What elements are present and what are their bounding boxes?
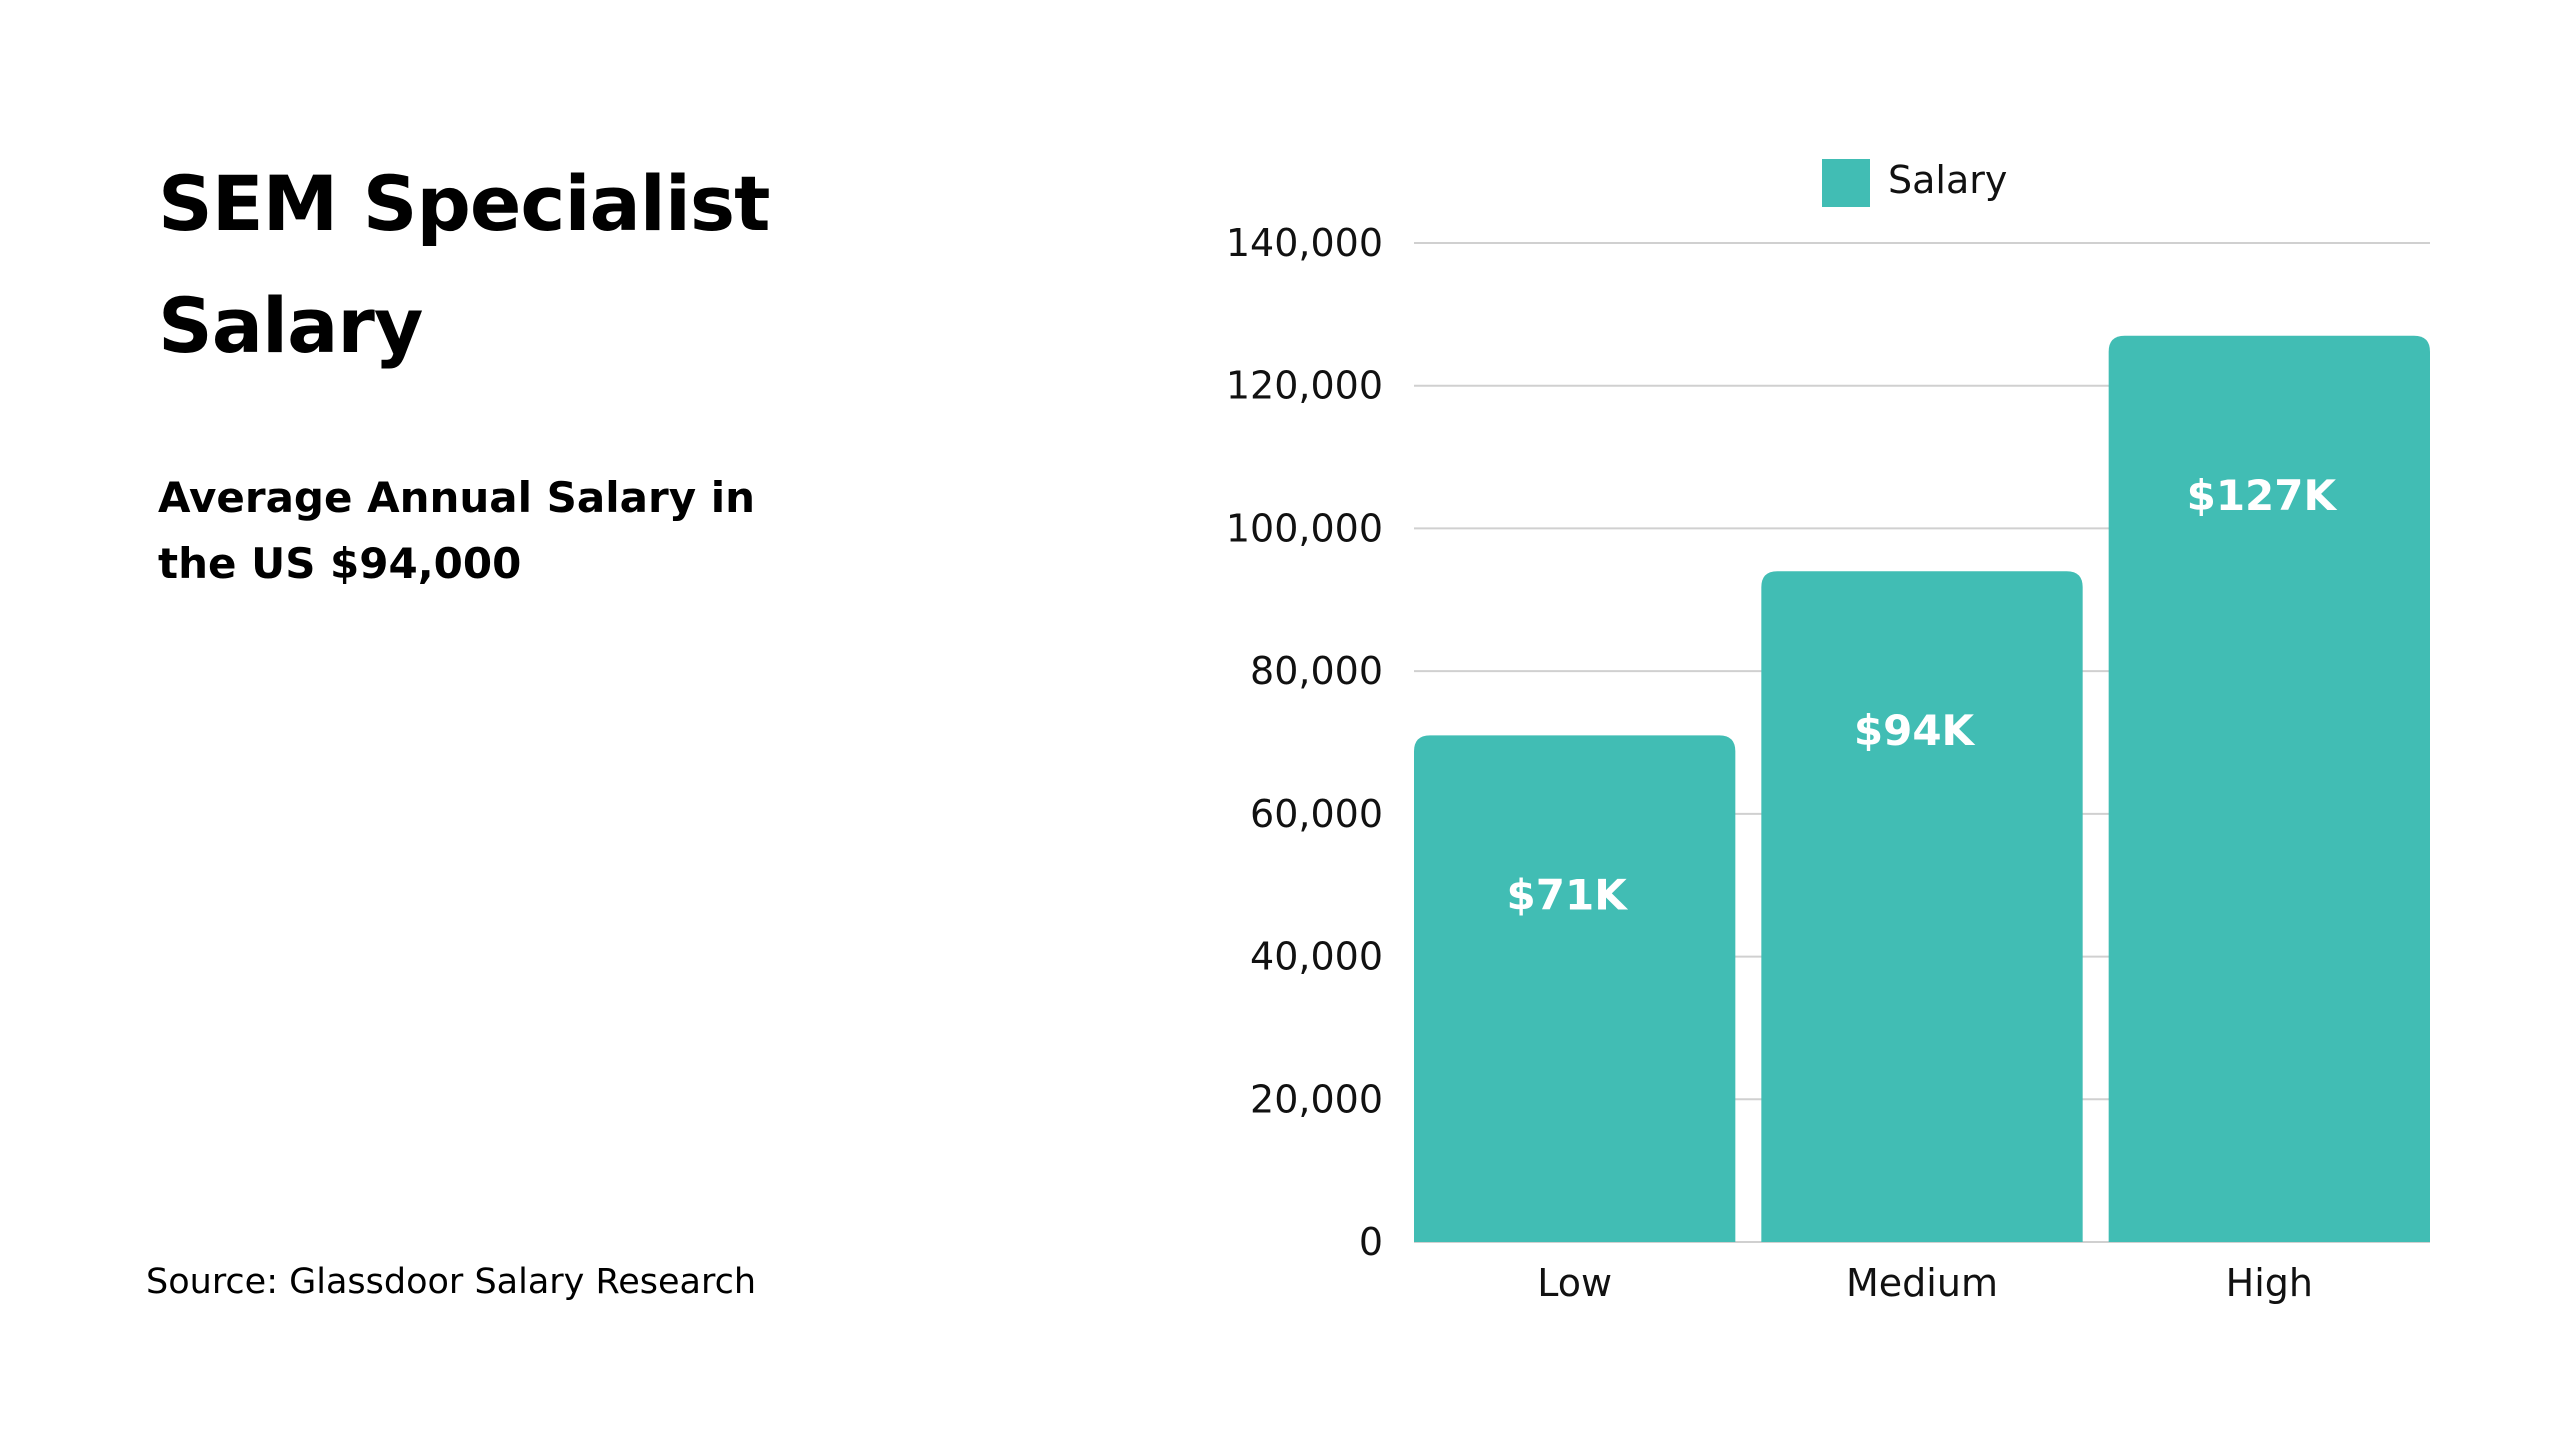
x-tick-label: Low bbox=[1537, 1261, 1612, 1305]
bar-high bbox=[2108, 335, 2430, 1242]
bar-value-label: $71K bbox=[1507, 870, 1629, 919]
y-axis: 0 20,000 40,000 60,000 80,000 100,000 120,000 1… bbox=[1226, 221, 1383, 1264]
y-tick-label: 60,000 bbox=[1250, 792, 1383, 836]
x-tick-label: Medium bbox=[1846, 1261, 1998, 1305]
page-title: SEM Specialist Salary bbox=[158, 159, 770, 370]
x-tick-label: High bbox=[2226, 1261, 2313, 1305]
legend: Salary bbox=[1822, 158, 2007, 207]
source-note: Source: Glassdoor Salary Research bbox=[146, 1262, 757, 1302]
y-tick-label: 40,000 bbox=[1250, 935, 1383, 979]
y-tick-label: 100,000 bbox=[1226, 506, 1383, 550]
y-tick-label: 20,000 bbox=[1250, 1077, 1383, 1121]
y-tick-label: 0 bbox=[1359, 1220, 1383, 1264]
legend-swatch bbox=[1822, 159, 1870, 207]
y-tick-label: 120,000 bbox=[1226, 364, 1383, 408]
average-salary-subtitle: Average Annual Salary in the US $94,000 bbox=[158, 473, 756, 588]
x-axis: Low Medium High bbox=[1537, 1261, 2313, 1305]
bar-value-label: $127K bbox=[2187, 471, 2338, 520]
bars: $71K $94K $127K bbox=[1414, 335, 2430, 1242]
y-tick-label: 80,000 bbox=[1250, 649, 1383, 693]
bar-value-label: $94K bbox=[1854, 706, 1976, 755]
bar-medium bbox=[1761, 571, 2083, 1242]
legend-label: Salary bbox=[1888, 158, 2007, 202]
y-tick-label: 140,000 bbox=[1226, 221, 1383, 265]
bar-low bbox=[1414, 735, 1736, 1242]
